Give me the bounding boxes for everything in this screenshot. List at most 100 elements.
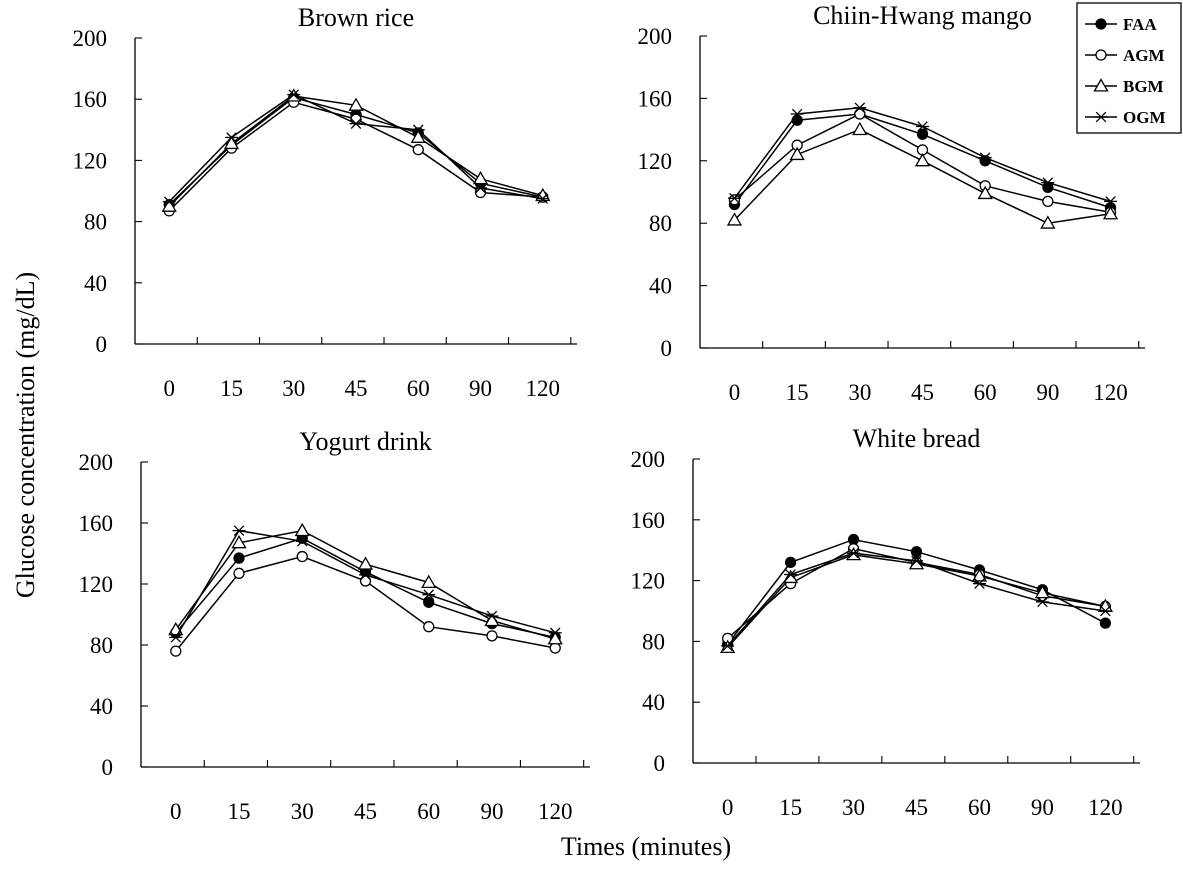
legend-label: OGM — [1123, 108, 1166, 127]
legend-marker — [1094, 111, 1108, 123]
y-tick-label: 0 — [661, 336, 673, 361]
data-point — [170, 645, 182, 657]
series-faa — [170, 532, 561, 644]
data-point — [169, 632, 183, 643]
data-point — [486, 630, 498, 642]
x-tick-label: 30 — [848, 380, 871, 405]
series-bgm — [726, 121, 1119, 229]
data-point — [233, 567, 245, 579]
data-point — [728, 194, 741, 206]
data-point — [914, 152, 931, 167]
data-point — [348, 97, 364, 111]
data-point — [852, 121, 868, 136]
x-axis-label: Times (minutes) — [561, 832, 731, 861]
data-point — [359, 575, 372, 587]
x-tick-label: 15 — [779, 795, 802, 820]
data-point — [782, 569, 799, 584]
legend-item-bgm: BGM — [1085, 77, 1164, 96]
x-tick-label: 15 — [786, 380, 809, 405]
series-line — [733, 128, 1111, 224]
data-point — [784, 569, 798, 580]
chart-panel-yogurt-drink: Yogurt drink 0 40 80 120 160 200 0 15 30 45 60 90 120 — [79, 427, 590, 824]
data-point — [972, 578, 986, 589]
data-point — [485, 610, 499, 622]
y-tick-label: 80 — [649, 211, 672, 236]
chart-title: Brown rice — [298, 3, 414, 32]
data-point — [357, 556, 374, 570]
x-tick-label: 0 — [729, 380, 741, 405]
y-tick-label: 120 — [631, 569, 666, 594]
x-tick-label: 30 — [291, 799, 314, 824]
series-ogm — [727, 102, 1118, 207]
data-point — [349, 118, 363, 129]
data-point — [423, 596, 435, 608]
x-tick-label: 90 — [1031, 795, 1054, 820]
data-point — [1104, 196, 1118, 207]
data-point — [231, 535, 247, 549]
data-point — [1034, 584, 1051, 599]
data-point — [472, 170, 489, 185]
series-agm — [163, 96, 549, 217]
data-point — [1040, 215, 1056, 229]
data-point — [908, 556, 925, 570]
y-tick-label: 80 — [84, 210, 107, 235]
legend-item-agm: AGM — [1085, 46, 1165, 65]
chart-panel-chiin-hwang-mango: Chiin-Hwang mango 0 40 80 120 160 200 0 15 30 45 60… — [638, 1, 1145, 405]
data-point — [287, 89, 301, 100]
data-point — [548, 627, 562, 639]
data-point — [359, 569, 372, 581]
series-ogm — [169, 525, 562, 643]
y-tick-label: 120 — [73, 148, 108, 173]
x-tick-label: 120 — [538, 799, 573, 824]
y-tick-label: 40 — [649, 274, 672, 299]
x-tick-label: 45 — [905, 795, 928, 820]
y-tick-label: 160 — [79, 511, 114, 536]
chart-title: Chiin-Hwang mango — [813, 1, 1032, 30]
data-point — [1099, 617, 1112, 629]
x-tick-label: 15 — [220, 376, 243, 401]
data-point — [1098, 605, 1112, 617]
y-tick-label: 160 — [73, 87, 108, 112]
chart-panels: Brown rice 0 40 80 120 160 200 0 15 30 45 60 90 120 Ch… — [73, 1, 1145, 824]
data-point — [294, 522, 310, 537]
data-point — [916, 121, 929, 132]
data-point — [296, 550, 308, 563]
data-point — [232, 525, 246, 536]
data-point — [726, 212, 743, 226]
chart-title: Yogurt drink — [299, 427, 431, 456]
data-point — [977, 185, 993, 200]
x-tick-label: 60 — [417, 799, 440, 824]
y-tick-label: 80 — [642, 629, 665, 654]
x-tick-label: 120 — [1088, 795, 1123, 820]
chart-panel-white-bread: White bread 0 40 80 120 160 200 0 15 30 45 60 90 120 — [631, 424, 1140, 820]
x-tick-label: 90 — [469, 376, 492, 401]
y-tick-label: 200 — [631, 447, 666, 472]
x-tick-label: 120 — [1093, 380, 1128, 405]
data-point — [536, 193, 550, 204]
y-tick-label: 120 — [638, 149, 673, 174]
data-point — [1102, 206, 1119, 220]
y-tick-label: 200 — [79, 450, 114, 475]
x-tick-label: 60 — [974, 380, 997, 405]
y-tick-label: 160 — [631, 508, 666, 533]
data-point — [790, 108, 804, 120]
data-point — [971, 568, 988, 582]
y-tick-label: 200 — [638, 24, 673, 49]
data-point — [411, 124, 425, 136]
data-point — [474, 182, 488, 194]
x-tick-label: 0 — [722, 795, 734, 820]
data-point — [727, 192, 741, 204]
series-agm — [728, 108, 1117, 218]
x-tick-label: 120 — [526, 376, 561, 401]
data-point — [1042, 195, 1054, 208]
legend: FAA AGM BGM OGM — [1076, 2, 1182, 134]
data-point — [784, 556, 797, 569]
data-point — [721, 640, 735, 652]
data-point — [223, 135, 240, 150]
data-point — [549, 642, 561, 654]
y-axis-label: Glucose concentration (mg/dL) — [11, 272, 40, 598]
x-tick-label: 30 — [842, 795, 865, 820]
data-point — [910, 546, 923, 558]
x-tick-label: 0 — [170, 799, 182, 824]
data-point — [853, 102, 867, 114]
